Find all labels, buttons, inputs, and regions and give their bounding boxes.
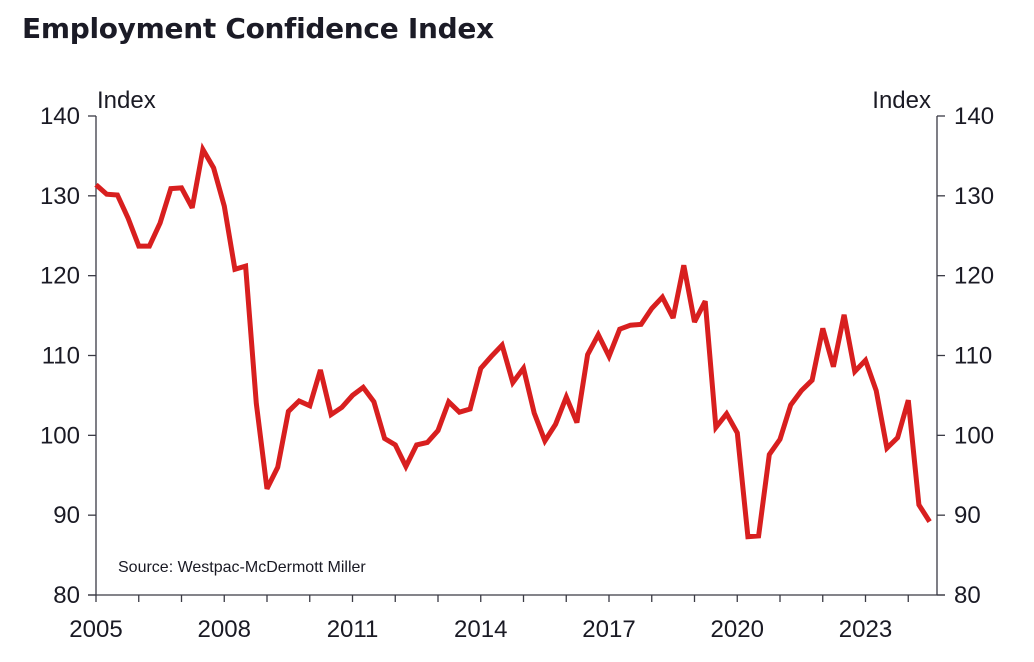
series-group — [94, 142, 932, 540]
y-tick-label-right: 120 — [954, 263, 994, 290]
x-tick-label: 2014 — [454, 616, 507, 643]
tick-labels: 80 80 90 90 100 100 110 110 120 120 130 130 140 140 20… — [40, 103, 994, 643]
y-tick-label-right: 130 — [954, 183, 994, 210]
x-tick-label: 2008 — [198, 616, 251, 643]
y-tick-label-left: 110 — [42, 343, 80, 370]
left-axis-unit-label: Index — [97, 87, 156, 114]
y-tick-label-left: 90 — [53, 502, 80, 529]
y-tick-label-right: 80 — [954, 582, 981, 609]
y-tick-label-right: 110 — [954, 343, 992, 370]
right-axis-unit-label: Index — [872, 87, 931, 114]
y-tick-label-right: 90 — [954, 502, 981, 529]
axes — [88, 115, 945, 602]
y-tick-label-left: 100 — [40, 422, 80, 449]
y-tick-label-left: 130 — [40, 183, 80, 210]
x-tick-label: 2017 — [582, 616, 635, 643]
x-tick-label: 2005 — [69, 616, 122, 643]
source-annotation: Source: Westpac-McDermott Miller — [118, 559, 366, 576]
y-tick-label-right: 140 — [954, 103, 994, 130]
series-line — [94, 142, 932, 540]
y-tick-label-right: 100 — [954, 422, 994, 449]
y-tick-label-left: 140 — [40, 103, 80, 130]
y-tick-label-left: 120 — [40, 263, 80, 290]
y-tick-label-left: 80 — [53, 582, 80, 609]
x-tick-label: 2020 — [711, 616, 764, 643]
x-tick-label: 2023 — [839, 616, 892, 643]
chart-title: Employment Confidence Index — [22, 12, 494, 45]
x-tick-label: 2011 — [327, 616, 379, 643]
